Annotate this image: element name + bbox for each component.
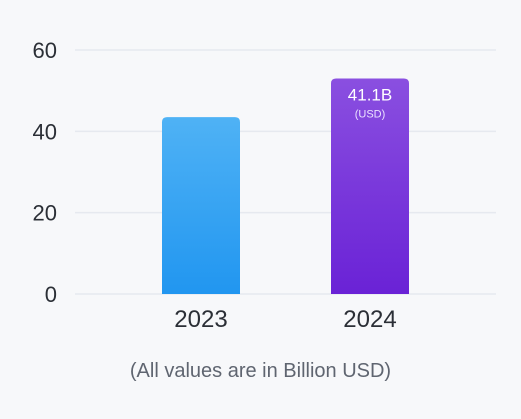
y-tick-label: 60	[33, 38, 57, 63]
y-tick-label: 40	[33, 119, 57, 144]
bar-2024	[331, 78, 409, 294]
y-tick-label: 20	[33, 201, 57, 226]
data-label-value: 41.1B	[348, 85, 392, 104]
footnote: (All values are in Billion USD)	[129, 360, 392, 382]
x-tick-label: 2023	[174, 306, 227, 333]
bar-2023	[162, 117, 240, 294]
x-tick-label: 2024	[343, 306, 396, 333]
data-label-unit: (USD)	[355, 108, 386, 120]
y-tick-label: 0	[45, 282, 57, 307]
